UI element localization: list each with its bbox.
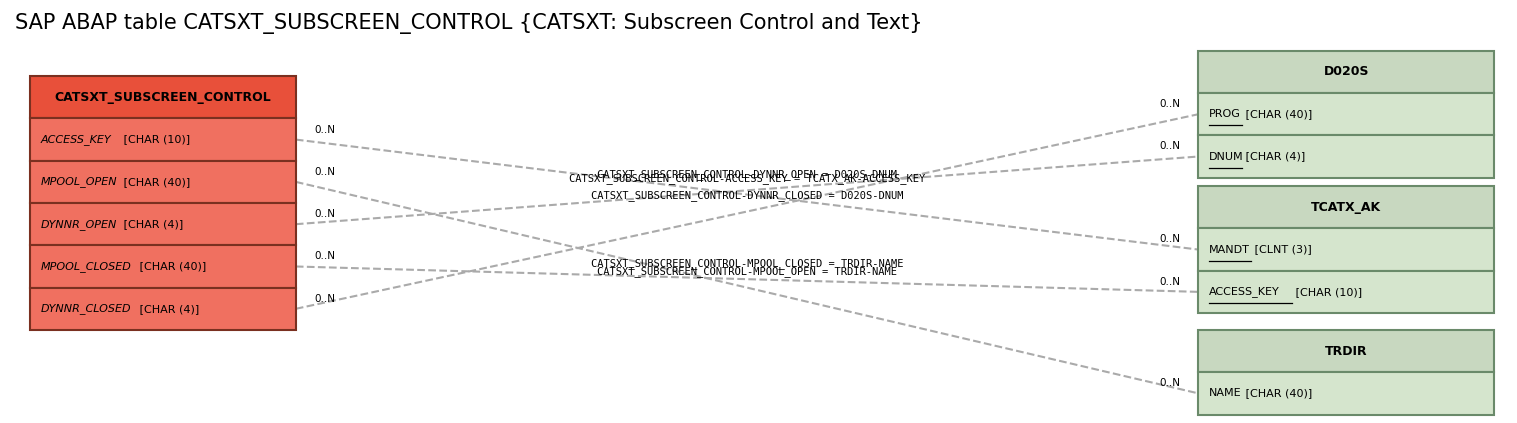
Text: 0..N: 0..N [1159, 99, 1180, 109]
Text: SAP ABAP table CATSXT_SUBSCREEN_CONTROL {CATSXT: Subscreen Control and Text}: SAP ABAP table CATSXT_SUBSCREEN_CONTROL … [15, 13, 922, 34]
Text: [CHAR (40)]: [CHAR (40)] [120, 177, 190, 187]
Text: MPOOL_OPEN: MPOOL_OPEN [41, 176, 118, 187]
Text: PROG: PROG [1209, 109, 1241, 119]
Text: 0..N: 0..N [314, 167, 335, 177]
FancyBboxPatch shape [30, 161, 296, 203]
FancyBboxPatch shape [1198, 51, 1494, 93]
Text: 0..N: 0..N [314, 124, 335, 135]
Text: 0..N: 0..N [1159, 234, 1180, 244]
FancyBboxPatch shape [1198, 228, 1494, 271]
Text: NAME: NAME [1209, 388, 1242, 398]
FancyBboxPatch shape [30, 245, 296, 288]
FancyBboxPatch shape [1198, 186, 1494, 228]
Text: CATSXT_SUBSCREEN_CONTROL-DYNNR_CLOSED = D020S-DNUM: CATSXT_SUBSCREEN_CONTROL-DYNNR_CLOSED = … [592, 190, 903, 201]
Text: 0..N: 0..N [314, 209, 335, 219]
Text: [CHAR (40)]: [CHAR (40)] [1242, 388, 1312, 398]
Text: MPOOL_CLOSED: MPOOL_CLOSED [41, 261, 132, 272]
FancyBboxPatch shape [1198, 372, 1494, 415]
Text: [CLNT (3)]: [CLNT (3)] [1250, 244, 1312, 255]
Text: D020S: D020S [1324, 66, 1368, 78]
Text: CATSXT_SUBSCREEN_CONTROL-ACCESS_KEY = TCATX_AK-ACCESS_KEY: CATSXT_SUBSCREEN_CONTROL-ACCESS_KEY = TC… [569, 173, 925, 184]
Text: 0..N: 0..N [1159, 141, 1180, 151]
FancyBboxPatch shape [1198, 330, 1494, 372]
Text: 0..N: 0..N [1159, 378, 1180, 388]
Text: [CHAR (40)]: [CHAR (40)] [135, 261, 206, 272]
Text: [CHAR (10)]: [CHAR (10)] [1292, 287, 1362, 297]
Text: TCATX_AK: TCATX_AK [1311, 201, 1382, 214]
FancyBboxPatch shape [30, 288, 296, 330]
FancyBboxPatch shape [1198, 93, 1494, 135]
Text: MANDT: MANDT [1209, 244, 1250, 255]
Text: ACCESS_KEY: ACCESS_KEY [1209, 286, 1280, 297]
FancyBboxPatch shape [1198, 135, 1494, 178]
Text: ACCESS_KEY: ACCESS_KEY [41, 134, 112, 145]
Text: 0..N: 0..N [314, 251, 335, 261]
Text: CATSXT_SUBSCREEN_CONTROL-MPOOL_CLOSED = TRDIR-NAME: CATSXT_SUBSCREEN_CONTROL-MPOOL_CLOSED = … [592, 258, 903, 269]
Text: [CHAR (4)]: [CHAR (4)] [1242, 151, 1306, 162]
FancyBboxPatch shape [1198, 271, 1494, 313]
Text: CATSXT_SUBSCREEN_CONTROL-MPOOL_OPEN = TRDIR-NAME: CATSXT_SUBSCREEN_CONTROL-MPOOL_OPEN = TR… [598, 266, 897, 277]
Text: DYNNR_OPEN: DYNNR_OPEN [41, 219, 117, 230]
Text: DNUM: DNUM [1209, 151, 1244, 162]
Text: [CHAR (4)]: [CHAR (4)] [120, 219, 184, 229]
Text: [CHAR (10)]: [CHAR (10)] [120, 135, 190, 145]
Text: CATSXT_SUBSCREEN_CONTROL: CATSXT_SUBSCREEN_CONTROL [55, 91, 272, 104]
Text: 0..N: 0..N [314, 294, 335, 304]
FancyBboxPatch shape [30, 76, 296, 118]
Text: TRDIR: TRDIR [1324, 345, 1368, 357]
Text: 0..N: 0..N [1159, 277, 1180, 287]
Text: DYNNR_CLOSED: DYNNR_CLOSED [41, 303, 132, 314]
Text: [CHAR (40)]: [CHAR (40)] [1242, 109, 1312, 119]
Text: [CHAR (4)]: [CHAR (4)] [135, 304, 199, 314]
FancyBboxPatch shape [30, 118, 296, 161]
FancyBboxPatch shape [30, 203, 296, 245]
Text: CATSXT_SUBSCREEN_CONTROL-DYNNR_OPEN = D020S-DNUM: CATSXT_SUBSCREEN_CONTROL-DYNNR_OPEN = D0… [598, 169, 897, 180]
